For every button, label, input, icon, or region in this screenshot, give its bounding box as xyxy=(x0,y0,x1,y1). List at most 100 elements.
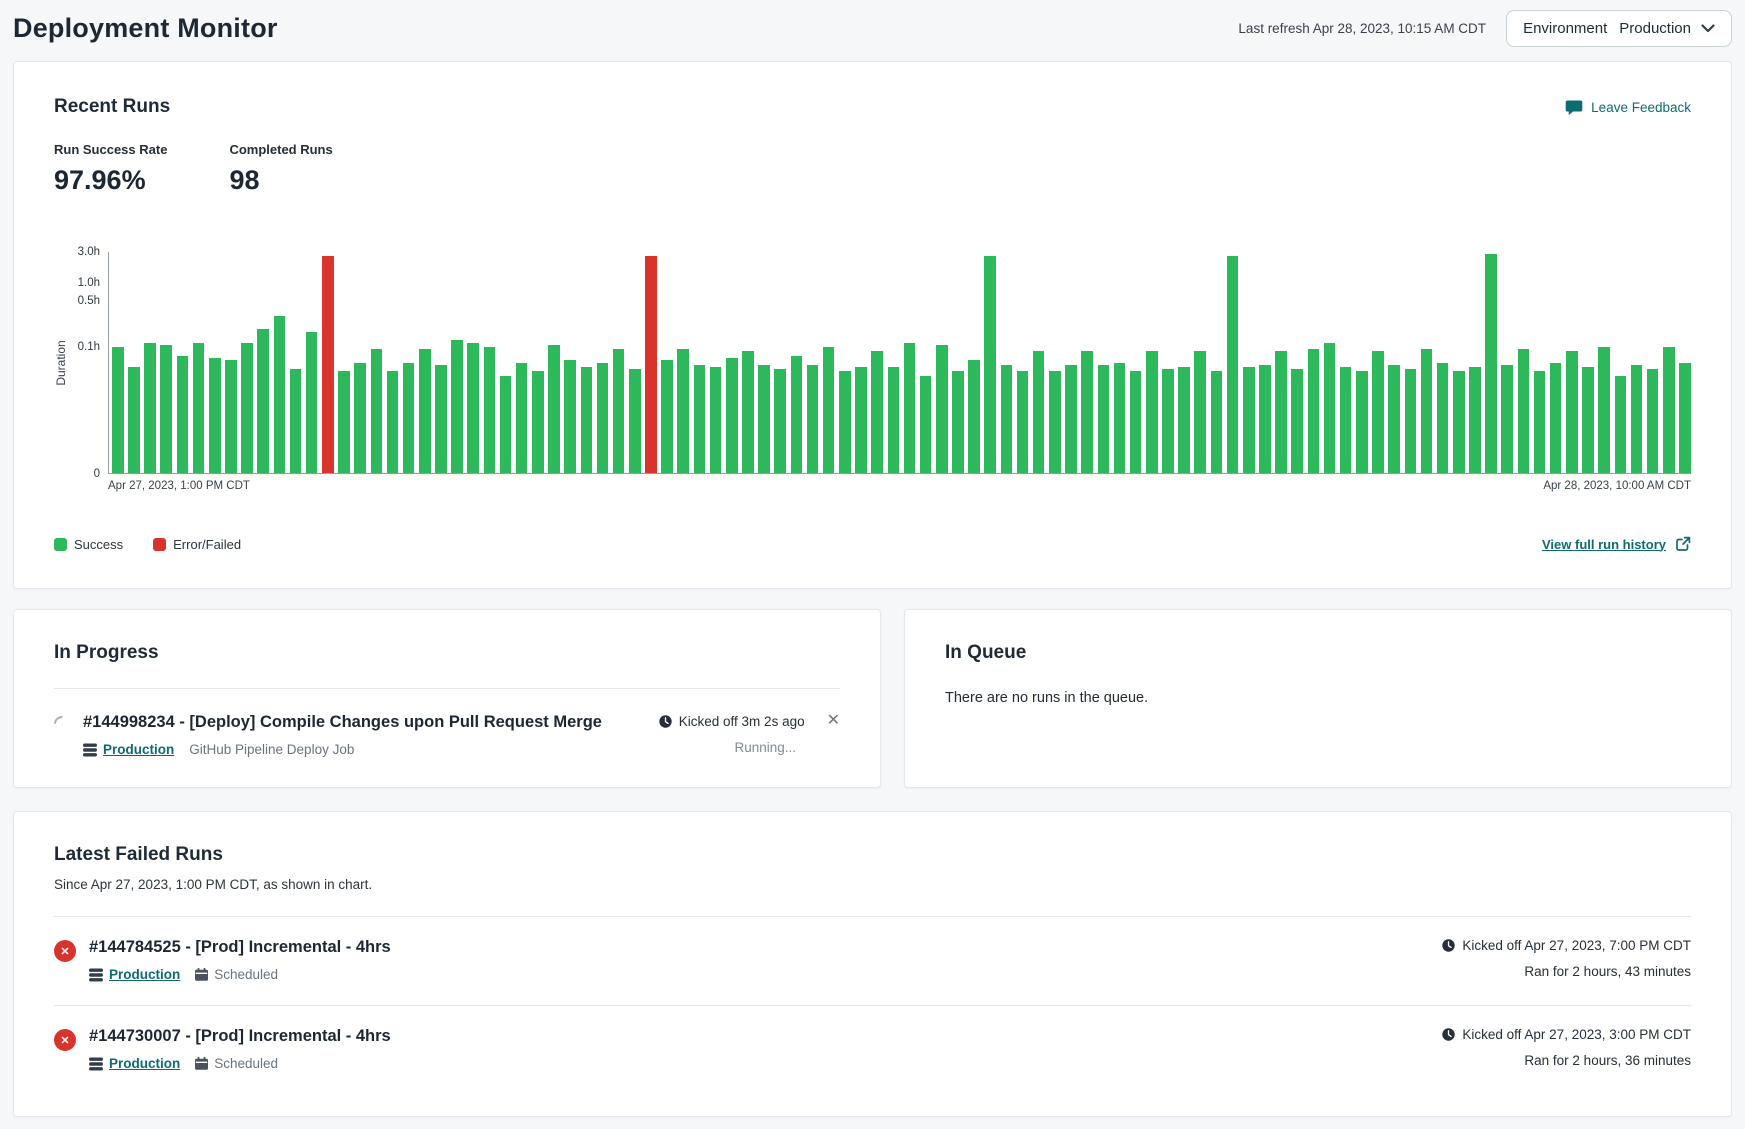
run-bar-success[interactable] xyxy=(629,369,641,473)
run-bar-success[interactable] xyxy=(1259,364,1271,473)
run-bar-success[interactable] xyxy=(693,364,706,473)
run-bar-success[interactable] xyxy=(1129,371,1142,473)
run-bar-success[interactable] xyxy=(1517,349,1530,473)
run-bar-success[interactable] xyxy=(1146,351,1158,473)
run-bar-success[interactable] xyxy=(984,256,996,473)
run-bar-success[interactable] xyxy=(273,316,286,473)
run-bar-success[interactable] xyxy=(1663,347,1675,473)
run-bar-success[interactable] xyxy=(208,358,221,473)
run-bar-success[interactable] xyxy=(839,371,851,473)
run-bar-success[interactable] xyxy=(1210,371,1223,473)
run-bar-success[interactable] xyxy=(1307,349,1320,473)
run-bar-success[interactable] xyxy=(467,342,479,473)
run-bar-success[interactable] xyxy=(144,342,156,473)
run-bar-success[interactable] xyxy=(483,347,496,473)
run-bar-success[interactable] xyxy=(225,360,237,473)
run-bar-success[interactable] xyxy=(532,371,544,473)
run-bar-success[interactable] xyxy=(241,342,253,473)
run-bar-success[interactable] xyxy=(1452,371,1465,473)
run-bar-success[interactable] xyxy=(1679,362,1691,473)
run-bar-success[interactable] xyxy=(515,362,528,473)
run-bar-success[interactable] xyxy=(1404,369,1417,473)
run-bar-success[interactable] xyxy=(1436,362,1449,473)
run-bar-success[interactable] xyxy=(677,349,690,473)
run-bar-success[interactable] xyxy=(1339,366,1352,473)
run-bar-success[interactable] xyxy=(289,369,302,473)
run-bar-success[interactable] xyxy=(887,366,900,473)
run-bar-success[interactable] xyxy=(128,366,140,473)
run-bar-success[interactable] xyxy=(1291,369,1303,473)
run-bar-success[interactable] xyxy=(338,371,350,473)
run-bar-success[interactable] xyxy=(1469,366,1481,473)
run-bar-success[interactable] xyxy=(935,344,948,473)
run-bar-success[interactable] xyxy=(1178,366,1190,473)
environment-link[interactable]: Production xyxy=(109,967,181,982)
environment-dropdown[interactable]: Environment Production xyxy=(1506,10,1732,47)
run-bar-success[interactable] xyxy=(1275,351,1287,473)
run-bar-success[interactable] xyxy=(1549,362,1562,473)
run-bar-success[interactable] xyxy=(1630,364,1643,473)
run-bar-success[interactable] xyxy=(1420,349,1433,473)
run-bar-success[interactable] xyxy=(112,347,124,473)
run-bar-success[interactable] xyxy=(596,362,609,473)
run-bar-success[interactable] xyxy=(257,329,269,473)
run-bar-success[interactable] xyxy=(855,366,867,473)
run-bar-success[interactable] xyxy=(1646,369,1659,473)
run-bar-success[interactable] xyxy=(499,375,512,473)
run-bar-success[interactable] xyxy=(612,349,625,473)
run-bar-success[interactable] xyxy=(1049,371,1061,473)
run-bar-success[interactable] xyxy=(1582,366,1594,473)
run-bar-success[interactable] xyxy=(1533,371,1546,473)
run-bar-success[interactable] xyxy=(418,349,431,473)
run-bar-success[interactable] xyxy=(1162,369,1174,473)
environment-link[interactable]: Production xyxy=(109,1056,181,1071)
run-bar-success[interactable] xyxy=(1032,351,1045,473)
run-bar-success[interactable] xyxy=(871,351,883,473)
run-bar-success[interactable] xyxy=(774,369,786,473)
run-bar-success[interactable] xyxy=(176,355,189,473)
run-bar-success[interactable] xyxy=(1388,364,1400,473)
run-bar-success[interactable] xyxy=(1501,364,1513,473)
run-bar-success[interactable] xyxy=(968,360,980,473)
run-bar-success[interactable] xyxy=(1485,254,1497,473)
environment-link[interactable]: Production xyxy=(103,742,175,757)
run-bar-success[interactable] xyxy=(1323,342,1336,473)
run-bar-success[interactable] xyxy=(1226,256,1239,473)
run-bar-success[interactable] xyxy=(806,364,819,473)
run-bar-success[interactable] xyxy=(435,364,447,473)
run-bar-success[interactable] xyxy=(661,360,673,473)
run-bar-success[interactable] xyxy=(919,375,932,473)
view-full-run-history-link[interactable]: View full run history xyxy=(1542,536,1691,552)
run-bar-success[interactable] xyxy=(822,347,835,473)
run-bar-success[interactable] xyxy=(1566,351,1578,473)
run-bar-success[interactable] xyxy=(1065,364,1077,473)
run-bar-success[interactable] xyxy=(1113,362,1126,473)
run-bar-success[interactable] xyxy=(451,340,463,473)
run-bar-success[interactable] xyxy=(1242,366,1255,473)
run-bar-success[interactable] xyxy=(1614,375,1627,473)
close-icon[interactable]: ✕ xyxy=(826,712,840,729)
run-bar-success[interactable] xyxy=(790,355,803,473)
run-bar-success[interactable] xyxy=(1081,351,1093,473)
run-bar-success[interactable] xyxy=(1194,351,1207,473)
run-bar-success[interactable] xyxy=(402,362,415,473)
run-bar-success[interactable] xyxy=(192,342,205,473)
run-bar-success[interactable] xyxy=(1000,364,1013,473)
run-bar-failed[interactable] xyxy=(322,256,334,473)
run-bar-success[interactable] xyxy=(548,344,560,473)
run-bar-success[interactable] xyxy=(903,342,916,473)
run-bar-success[interactable] xyxy=(564,360,576,473)
run-bar-success[interactable] xyxy=(725,358,738,473)
run-bar-success[interactable] xyxy=(1356,371,1368,473)
run-bar-success[interactable] xyxy=(1097,364,1110,473)
run-bar-success[interactable] xyxy=(580,366,593,473)
run-bar-success[interactable] xyxy=(370,349,383,473)
run-bar-success[interactable] xyxy=(305,331,318,473)
leave-feedback-link[interactable]: Leave Feedback xyxy=(1565,99,1691,116)
run-bar-success[interactable] xyxy=(742,351,754,473)
run-bar-success[interactable] xyxy=(1016,371,1029,473)
run-bar-success[interactable] xyxy=(709,366,722,473)
run-bar-success[interactable] xyxy=(354,362,366,473)
run-bar-success[interactable] xyxy=(1372,351,1384,473)
run-bar-failed[interactable] xyxy=(645,256,657,473)
